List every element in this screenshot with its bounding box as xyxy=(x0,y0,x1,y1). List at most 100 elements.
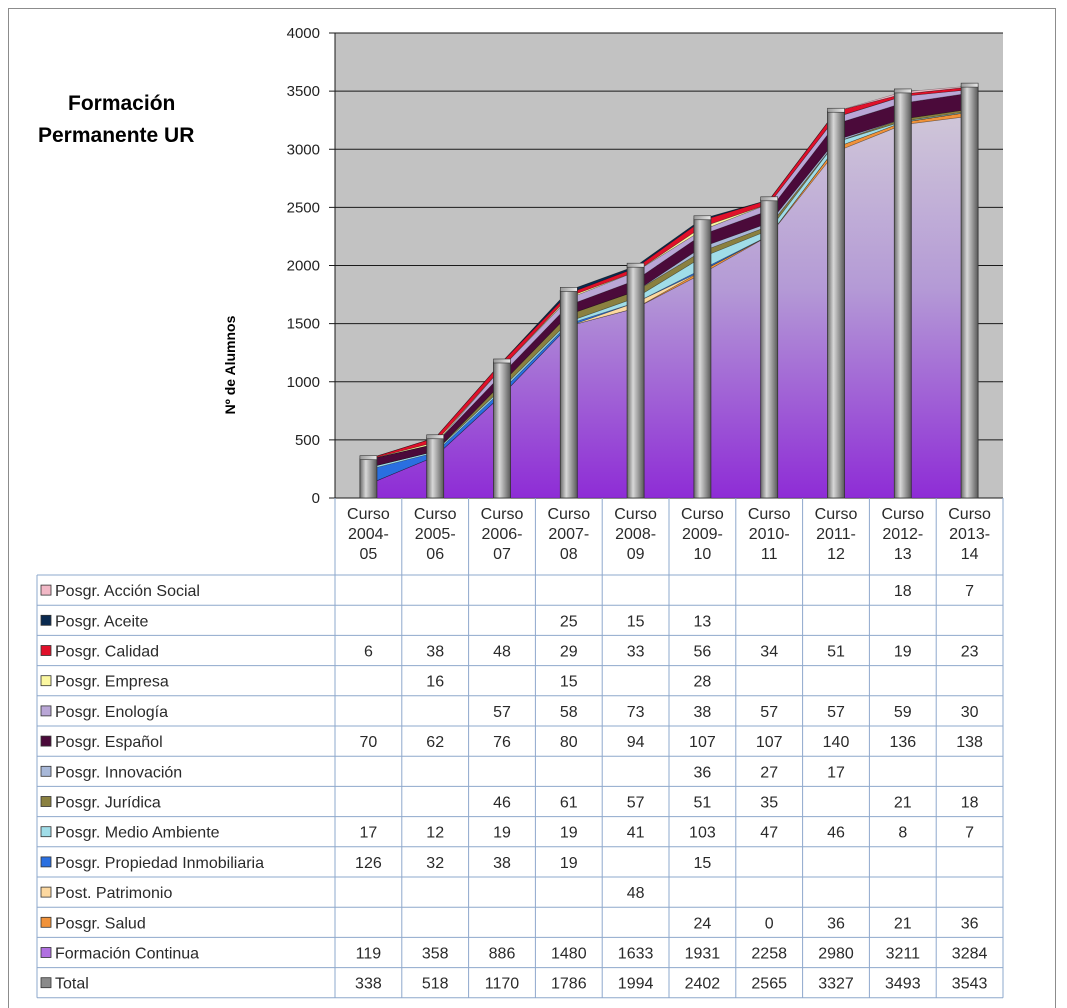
chart-title-line-1: Formación xyxy=(68,92,176,115)
x-tick-label: 08 xyxy=(560,546,578,563)
series-name: Posgr. Empresa xyxy=(55,674,169,691)
data-cell: 32 xyxy=(426,855,444,872)
data-cell: 16 xyxy=(426,674,444,691)
data-cell: 28 xyxy=(694,674,712,691)
x-tick-label: Curso xyxy=(881,506,924,523)
total-bar-cap xyxy=(426,434,445,440)
data-cell: 24 xyxy=(694,915,712,932)
data-cell: 107 xyxy=(756,734,783,751)
data-cell: 48 xyxy=(627,885,645,902)
data-cell: 15 xyxy=(694,855,712,872)
series-name: Posgr. Propiedad Inmobiliaria xyxy=(55,855,264,872)
chart-frame xyxy=(8,8,1056,1008)
total-bar-cap xyxy=(359,455,378,461)
total-bar xyxy=(827,110,845,499)
y-tick-label: 3000 xyxy=(287,141,320,158)
data-cell: 35 xyxy=(760,795,778,812)
data-cell: 2980 xyxy=(818,946,854,963)
series-name: Post. Patrimonio xyxy=(55,885,172,902)
data-cell: 1786 xyxy=(551,976,587,993)
legend-key xyxy=(40,826,52,838)
data-cell: 21 xyxy=(894,915,912,932)
data-cell: 70 xyxy=(360,734,378,751)
series-name: Posgr. Acción Social xyxy=(55,583,200,600)
x-tick-label: 11 xyxy=(761,546,778,563)
x-tick-label: 2012- xyxy=(882,526,923,543)
legend-key xyxy=(40,645,52,656)
data-cell: 57 xyxy=(827,704,845,721)
x-tick-label: 2004- xyxy=(348,526,389,543)
data-cell: 57 xyxy=(760,704,778,721)
data-cell: 29 xyxy=(560,644,578,661)
data-cell: 62 xyxy=(426,734,444,751)
x-tick-label: Curso xyxy=(614,506,657,523)
data-cell: 19 xyxy=(493,825,511,842)
data-cell: 518 xyxy=(422,976,449,993)
data-cell: 358 xyxy=(422,946,449,963)
data-cell: 19 xyxy=(560,855,578,872)
x-tick-label: Curso xyxy=(414,506,457,523)
series-name: Total xyxy=(55,976,89,993)
legend-key xyxy=(40,584,52,596)
total-bar xyxy=(626,265,645,499)
x-tick-label: 2008- xyxy=(615,526,656,543)
legend-key xyxy=(40,765,52,777)
data-cell: 36 xyxy=(961,915,979,932)
data-cell: 1480 xyxy=(551,946,587,963)
series-name: Posgr. Español xyxy=(55,734,163,751)
data-cell: 94 xyxy=(627,734,645,751)
legend-key xyxy=(40,735,52,747)
data-cell: 58 xyxy=(560,704,578,721)
data-cell: 15 xyxy=(560,674,578,691)
data-cell: 13 xyxy=(694,613,712,630)
series-name: Posgr. Jurídica xyxy=(55,795,161,812)
legend-key xyxy=(40,705,52,717)
y-tick-label: 2500 xyxy=(287,199,320,216)
total-bar-cap xyxy=(559,287,578,292)
data-cell: 46 xyxy=(827,825,845,842)
total-bar-cap xyxy=(960,82,979,88)
data-cell: 338 xyxy=(355,976,382,993)
data-cell: 38 xyxy=(694,704,712,721)
data-cell: 41 xyxy=(627,825,645,842)
data-cell: 3543 xyxy=(952,976,988,993)
data-cell: 33 xyxy=(627,644,645,661)
data-cell: 126 xyxy=(355,855,382,872)
x-tick-label: 06 xyxy=(426,546,444,563)
total-bar-cap xyxy=(493,358,511,364)
data-cell: 73 xyxy=(627,704,645,721)
data-cell: 1633 xyxy=(618,946,654,963)
data-cell: 18 xyxy=(894,583,912,600)
data-cell: 1170 xyxy=(485,976,520,993)
data-cell: 18 xyxy=(961,795,979,812)
total-bar xyxy=(359,458,378,499)
y-tick-label: 2000 xyxy=(287,258,320,275)
legend-key xyxy=(40,916,52,928)
data-cell: 27 xyxy=(760,764,778,781)
data-cell: 2402 xyxy=(685,976,721,993)
total-bar-cap xyxy=(626,262,645,268)
total-bar xyxy=(693,218,712,499)
data-cell: 51 xyxy=(827,644,845,661)
data-cell: 48 xyxy=(493,644,511,661)
x-tick-label: Curso xyxy=(748,506,791,523)
x-tick-label: 2010- xyxy=(749,526,790,543)
data-cell: 136 xyxy=(889,734,916,751)
data-cell: 19 xyxy=(560,825,578,842)
series-name: Posgr. Salud xyxy=(55,915,146,932)
total-bar-cap xyxy=(760,196,779,202)
data-cell: 56 xyxy=(694,644,712,661)
data-cell: 76 xyxy=(493,734,511,751)
total-bar xyxy=(760,199,779,499)
data-cell: 0 xyxy=(765,915,774,932)
data-cell: 2565 xyxy=(751,976,787,993)
y-tick-label: 0 xyxy=(312,490,320,507)
total-bar-cap xyxy=(893,88,912,94)
x-tick-label: 2006- xyxy=(482,526,523,543)
data-cell: 3211 xyxy=(886,946,921,963)
data-cell: 34 xyxy=(760,644,778,661)
x-tick-label: Curso xyxy=(948,506,991,523)
total-bar xyxy=(426,437,445,499)
x-tick-label: 2007- xyxy=(548,526,589,543)
x-tick-label: Curso xyxy=(681,506,724,523)
